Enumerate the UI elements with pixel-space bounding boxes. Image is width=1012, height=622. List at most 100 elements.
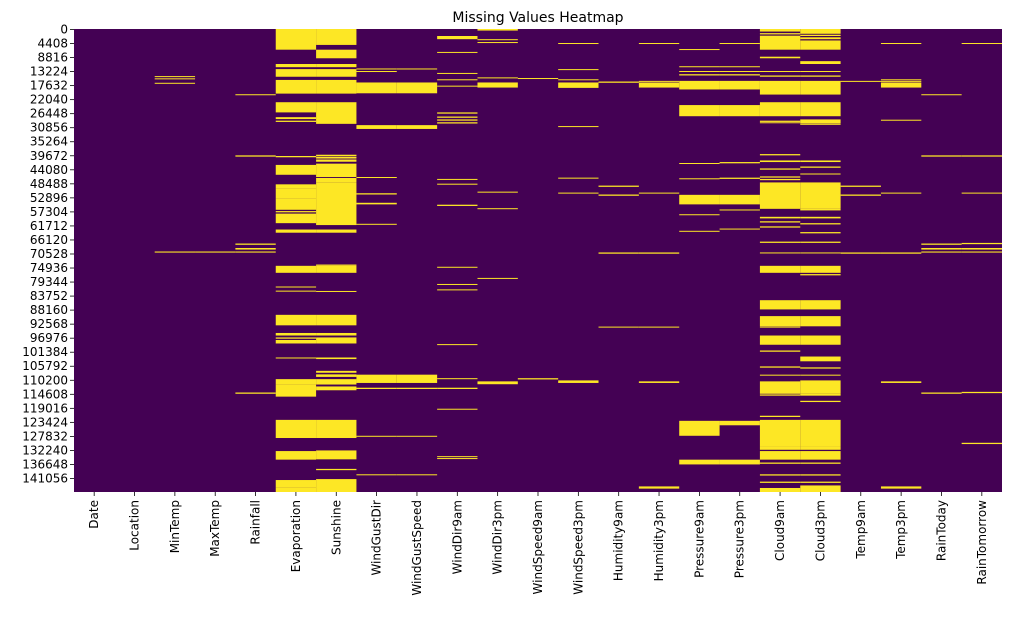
missing-block-windgustdir [356, 202, 397, 205]
missing-block-sunshine [316, 290, 357, 292]
missing-block-evaporation [275, 419, 317, 439]
missing-block-humidity9am [598, 81, 639, 83]
missing-block-cloud9am [759, 29, 801, 32]
missing-block-pressure3pm [719, 194, 760, 205]
missing-block-cloud3pm [800, 400, 841, 403]
y-tick-label: 123424 [22, 415, 68, 429]
missing-block-windspeed3pm [558, 69, 599, 71]
missing-block-winddir9am [437, 112, 478, 114]
missing-block-winddir9am [437, 36, 478, 40]
x-tick-label-sunshine: Sunshine [329, 500, 343, 555]
missing-block-cloud3pm [800, 34, 841, 36]
missing-block-cloud3pm [800, 316, 841, 327]
x-tick-label-raintomorrow: RainTomorrow [975, 500, 989, 585]
missing-block-cloud9am [759, 350, 801, 352]
missing-block-cloud9am [759, 366, 801, 368]
missing-block-winddir9am [437, 289, 478, 291]
missing-block-raintomorrow [961, 155, 1002, 157]
missing-block-evaporation [275, 198, 317, 210]
missing-block-windgustspeed [396, 387, 438, 389]
missing-block-humidity9am [598, 185, 639, 187]
missing-block-cloud9am [759, 221, 801, 223]
missing-block-sunshine [316, 370, 357, 373]
x-tick-label-rainfall: Rainfall [249, 500, 263, 545]
missing-block-temp9am [840, 194, 881, 196]
missing-block-cloud9am [759, 56, 801, 59]
missing-block-cloud3pm [800, 419, 841, 447]
y-tick-label: 17632 [30, 79, 68, 93]
missing-block-pressure9am [679, 49, 720, 51]
missing-block-windgustdir [356, 125, 397, 129]
missing-block-raintomorrow [961, 242, 1002, 245]
missing-block-humidity3pm [638, 326, 680, 328]
missing-block-evaporation [275, 184, 317, 189]
missing-block-cloud3pm [800, 29, 841, 34]
y-tick-label: 79344 [30, 275, 68, 289]
x-tick-label-windgustdir: WindGustDir [370, 500, 384, 576]
missing-block-cloud9am [759, 176, 801, 178]
missing-block-sunshine [316, 419, 357, 439]
missing-block-pressure3pm [719, 66, 760, 68]
missing-block-winddir9am [437, 79, 478, 81]
missing-block-cloud3pm [800, 232, 841, 234]
missing-block-evaporation [275, 213, 317, 224]
y-tick-label: 83752 [30, 289, 68, 303]
missing-block-evaporation [275, 69, 317, 77]
missing-block-pressure9am [679, 163, 720, 164]
missing-block-evaporation [275, 332, 317, 336]
x-tick-label-date: Date [87, 500, 101, 529]
missing-block-cloud3pm [800, 474, 841, 476]
missing-block-evaporation [275, 337, 317, 339]
missing-block-evaporation [275, 120, 317, 122]
missing-block-evaporation [275, 357, 317, 359]
missing-block-cloud9am [759, 216, 801, 219]
missing-block-cloud3pm [800, 123, 841, 125]
missing-block-temp3pm [880, 79, 922, 81]
missing-block-winddir9am [437, 183, 478, 185]
missing-block-cloud3pm [800, 274, 841, 276]
missing-block-windgustdir [356, 68, 397, 70]
missing-block-cloud3pm [800, 223, 841, 225]
missing-block-temp9am [840, 80, 881, 82]
y-tick-label: 39672 [30, 149, 68, 163]
missing-block-cloud3pm [800, 481, 841, 483]
missing-block-windspeed3pm [558, 380, 599, 383]
missing-block-winddir3pm [477, 42, 518, 44]
missing-block-cloud9am [759, 300, 801, 310]
missing-block-sunshine [316, 379, 357, 385]
missing-block-windgustdir [356, 82, 397, 94]
missing-block-cloud9am [759, 381, 801, 394]
missing-block-sunshine [316, 163, 357, 178]
missing-block-evaporation [275, 156, 317, 158]
missing-block-windspeed3pm [558, 43, 599, 45]
missing-block-winddir3pm [477, 277, 518, 279]
missing-block-sunshine [316, 479, 357, 492]
chart-title: Missing Values Heatmap [452, 10, 623, 26]
missing-block-cloud3pm [800, 160, 841, 163]
missing-block-windgustspeed [396, 435, 438, 437]
missing-block-temp3pm [880, 43, 922, 45]
y-tick-label: 114608 [22, 387, 68, 401]
x-tick-label-humidity9am: Humidity9am [612, 500, 626, 581]
missing-block-cloud3pm [800, 182, 841, 209]
missing-block-pressure3pm [719, 209, 760, 211]
missing-block-windgustdir [356, 387, 397, 389]
x-tick-label-raintoday: RainToday [934, 500, 948, 561]
missing-block-mintemp [154, 76, 196, 78]
missing-block-windgustdir [356, 177, 397, 179]
y-tick-label: 52896 [30, 191, 68, 205]
missing-block-temp3pm [880, 82, 922, 88]
missing-block-sunshine [316, 450, 357, 460]
missing-block-winddir3pm [477, 77, 518, 79]
missing-block-mintemp [154, 82, 196, 84]
missing-block-cloud9am [759, 451, 801, 460]
missing-block-pressure9am [679, 214, 720, 216]
missing-block-cloud3pm [800, 300, 841, 310]
missing-block-pressure9am [679, 194, 720, 205]
missing-block-humidity9am [598, 252, 639, 254]
missing-block-cloud9am [759, 226, 801, 228]
missing-block-pressure3pm [719, 420, 760, 426]
missing-block-pressure9am [679, 459, 720, 465]
missing-block-sunshine [316, 337, 357, 344]
y-tick-label: 74936 [30, 261, 68, 275]
